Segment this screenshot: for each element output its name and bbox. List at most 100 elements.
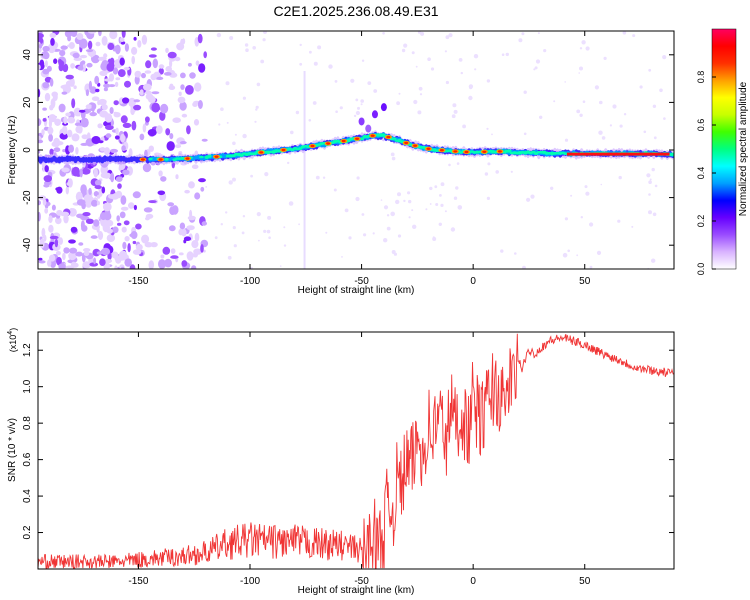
spectrogram-haze: [550, 186, 554, 190]
spectrogram-haze: [603, 56, 607, 61]
spectrogram-noise-blob: [85, 49, 94, 53]
spectrogram-haze: [313, 61, 318, 66]
spectrogram-noise-blob: [124, 43, 129, 52]
spectrogram-noise-blob: [67, 44, 75, 48]
spectrogram-haze: [234, 133, 237, 136]
colorbar-ticks: 0.0 0.2 0.4 0.6 0.8: [696, 71, 716, 275]
spectrogram-noise-blob: [115, 77, 121, 81]
spectrogram-noise-blob: [186, 251, 194, 261]
spectrogram-x-label: Height of straight line (km): [298, 285, 415, 296]
spectrogram-noise-blob: [114, 255, 122, 261]
spectrogram-noise-blob: [49, 78, 54, 87]
spectrogram-noise-blob: [65, 74, 74, 80]
spectrogram-noise-blob: [148, 200, 157, 204]
spectrogram-haze: [266, 229, 271, 234]
spectrogram-noise-blob: [60, 45, 68, 50]
spectrogram-noise-blob: [38, 33, 44, 39]
spectrogram-noise-blob: [94, 179, 102, 186]
spectrogram-haze: [408, 199, 412, 204]
spectrogram-haze: [232, 141, 236, 146]
spectrogram-haze: [462, 124, 466, 129]
spectrogram-noise-blob: [54, 238, 59, 248]
spectrogram-haze: [539, 115, 543, 120]
spectrogram-haze: [258, 239, 260, 242]
snr-scale-exp: 4: [7, 331, 14, 335]
spectrogram-noise-blob: [85, 104, 93, 109]
spectrogram-noise-blob: [172, 117, 181, 123]
spectrogram-noise-blob: [80, 117, 89, 128]
spectrogram-haze: [578, 72, 580, 74]
spectrogram-noise-blob: [62, 149, 66, 153]
spectrogram-haze: [523, 90, 527, 94]
spectrogram-haze: [600, 183, 603, 186]
spectrogram-noise-blob: [74, 122, 83, 127]
spectrogram-haze: [420, 31, 425, 36]
spectrogram-noise-blob: [54, 118, 61, 127]
spectrogram-haze: [639, 85, 643, 89]
spectrogram-hotspot-core: [341, 139, 346, 143]
spectrogram-noise-blob: [178, 252, 184, 256]
spectrogram-haze: [227, 255, 232, 260]
spectrogram-hotspot-core: [158, 158, 163, 161]
spectrogram-haze: [521, 32, 525, 36]
spectrogram-noise-blob: [86, 62, 93, 68]
spectrogram-noise-blob: [49, 254, 56, 262]
spectrogram-haze: [254, 120, 257, 123]
spectrogram-noise-blob: [88, 80, 92, 91]
spectrogram-noise-blob: [38, 43, 43, 49]
spectrogram-haze: [355, 110, 360, 116]
spectrogram-noise-blob: [135, 243, 143, 251]
snr-y-tick-label: 0.2: [22, 525, 33, 539]
spectrogram-haze: [659, 88, 663, 93]
spectrogram-haze: [413, 99, 418, 105]
spectrogram-haze: [652, 104, 657, 109]
spectrogram-haze: [460, 71, 463, 75]
spectrogram-haze: [612, 104, 617, 109]
spectrogram-noise-blob: [151, 91, 160, 95]
colorbar-tick-label: 0.4: [696, 167, 706, 180]
spectrogram-noise-blob: [48, 133, 53, 142]
spectrogram-haze: [430, 67, 435, 71]
spectrogram-haze: [522, 265, 526, 269]
spectrogram-noise-blob: [167, 51, 177, 59]
spectrogram-noise-blob: [103, 53, 108, 59]
spectrogram-noise-blob: [73, 85, 77, 90]
spectrogram-noise-blob: [91, 96, 100, 101]
spectrogram-noise-blob: [114, 265, 118, 269]
spectrogram-haze: [486, 79, 491, 83]
spectrogram-noise-blob: [157, 190, 166, 196]
spectrogram-noise-blob: [122, 97, 130, 104]
spectrogram-noise-blob: [120, 266, 125, 269]
spectrogram-haze: [543, 49, 547, 53]
spectrogram-haze: [510, 170, 513, 173]
spectrogram-noise-blob: [143, 207, 153, 213]
spectrogram-haze: [440, 182, 445, 187]
spectrogram-ridge-cell: [180, 156, 185, 160]
spectrogram-noise-blob: [68, 239, 76, 244]
spectrogram-x-tick-label: 50: [579, 276, 591, 287]
spectrogram-noise-blob: [139, 89, 144, 96]
spectrogram-haze: [397, 234, 402, 238]
spectrogram-noise-blob: [178, 91, 182, 97]
snr-y-tick-label: 0.8: [22, 416, 33, 430]
spectrogram-noise-blob: [181, 113, 188, 118]
spectrogram-noise-blob: [122, 169, 130, 176]
spectrogram-haze: [252, 46, 256, 50]
spectrogram-noise-blob: [68, 144, 74, 153]
spectrogram-noise-blob: [107, 42, 115, 51]
colorbar-tick-label: 0.8: [696, 71, 706, 84]
spectrogram-noise-blob: [63, 116, 68, 125]
spectrogram-haze: [312, 101, 317, 105]
spectrogram-noise-blob: [44, 207, 49, 214]
spectrogram-noise-blob: [64, 31, 73, 38]
spectrogram-noise-blob: [124, 236, 130, 242]
spectrogram-noise-blob: [70, 226, 78, 233]
spectrogram-haze: [225, 211, 228, 214]
spectrogram-noise-blob: [187, 62, 192, 67]
spectrogram-noise-blob: [133, 204, 137, 211]
colorbar-tick-label: 0.2: [696, 215, 706, 228]
spectrogram-noise-blob: [183, 236, 192, 241]
spectrogram-noise-blob: [97, 231, 104, 240]
spectrogram-noise-blob: [51, 91, 58, 98]
spectrogram-noise-blob: [75, 251, 83, 257]
